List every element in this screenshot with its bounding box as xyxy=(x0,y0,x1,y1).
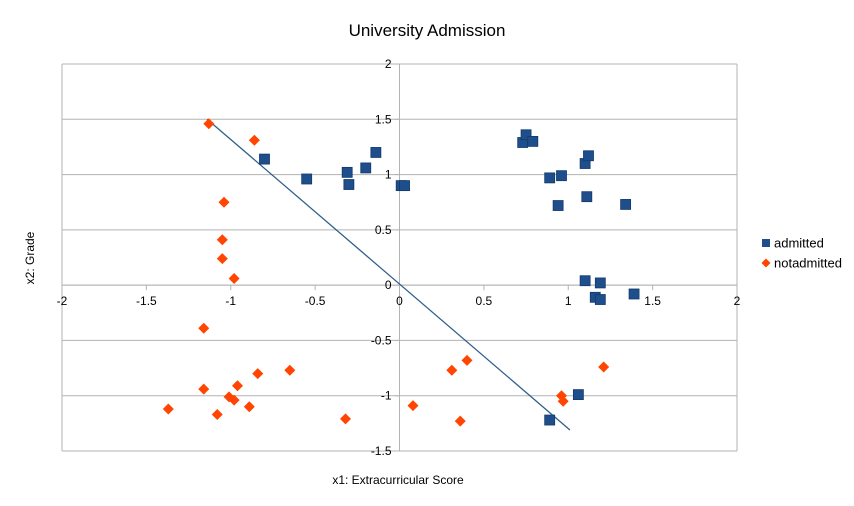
y-tick-label: -0.5 xyxy=(371,333,392,347)
point-notadmitted xyxy=(198,383,210,395)
point-notadmitted xyxy=(243,401,255,413)
point-notadmitted xyxy=(340,413,351,425)
point-admitted xyxy=(583,150,594,162)
legend: admitted notadmitted xyxy=(761,236,842,271)
point-admitted xyxy=(520,129,532,141)
point-notadmitted xyxy=(216,234,228,246)
point-admitted xyxy=(259,153,270,165)
point-notadmitted xyxy=(454,415,466,427)
y-tick-label: 2 xyxy=(385,57,392,71)
point-admitted xyxy=(556,170,567,182)
point-notadmitted xyxy=(162,403,174,415)
point-notadmitted xyxy=(446,364,458,376)
point-admitted xyxy=(544,172,556,184)
point-admitted xyxy=(572,389,584,401)
x-tick-label: 1 xyxy=(565,294,572,308)
point-notadmitted xyxy=(557,395,569,407)
point-admitted xyxy=(579,275,591,287)
point-notadmitted xyxy=(228,273,240,285)
point-admitted xyxy=(370,147,382,158)
legend-marker-notadmitted xyxy=(761,258,771,268)
point-notadmitted xyxy=(284,364,296,376)
point-admitted xyxy=(341,166,353,178)
legend-label-admitted: admitted xyxy=(774,236,824,251)
point-notadmitted xyxy=(198,322,210,334)
x-tick-label: 2 xyxy=(734,294,741,308)
y-tick-label: 0.5 xyxy=(375,223,392,237)
y-tick-label: 0 xyxy=(385,278,392,292)
point-admitted xyxy=(581,191,593,203)
point-admitted xyxy=(594,277,606,289)
y-axis-label: x2: Grade xyxy=(23,231,37,284)
point-admitted xyxy=(301,173,313,185)
decision-boundary xyxy=(206,118,571,431)
point-notadmitted xyxy=(598,361,610,373)
point-admitted xyxy=(594,294,606,305)
x-tick-label: 0 xyxy=(396,294,403,308)
point-admitted xyxy=(527,135,539,147)
point-admitted xyxy=(620,199,632,210)
decision-line xyxy=(206,118,571,431)
x-tick-label: -1 xyxy=(225,294,236,308)
point-admitted xyxy=(360,162,372,174)
point-notadmitted xyxy=(211,409,223,421)
x-axis-label: x1: Extracurricular Score xyxy=(332,473,464,487)
point-admitted xyxy=(399,180,410,192)
point-notadmitted xyxy=(218,196,230,208)
legend-marker-admitted xyxy=(762,239,770,247)
y-tick-label: -1.5 xyxy=(371,444,392,458)
point-notadmitted xyxy=(216,253,228,265)
x-tick-label: -1.5 xyxy=(136,294,157,308)
point-notadmitted xyxy=(203,118,215,130)
x-tick-label: 0.5 xyxy=(476,294,493,308)
point-admitted xyxy=(628,288,640,300)
chart-title: University Admission xyxy=(349,21,506,40)
x-tick-label: -0.5 xyxy=(305,294,326,308)
x-tick-label: -2 xyxy=(57,294,68,308)
y-tick-label: 1.5 xyxy=(375,112,392,126)
point-admitted xyxy=(552,200,564,211)
y-tick-label: 1 xyxy=(385,168,392,182)
point-admitted xyxy=(343,179,355,190)
point-admitted xyxy=(544,414,556,426)
y-tick-label: -1 xyxy=(381,389,392,403)
point-notadmitted xyxy=(248,134,260,146)
point-notadmitted xyxy=(461,354,473,366)
axes xyxy=(61,63,738,452)
point-notadmitted xyxy=(228,394,240,406)
x-tick-label: 1.5 xyxy=(644,294,661,308)
legend-label-notadmitted: notadmitted xyxy=(774,256,842,271)
point-notadmitted xyxy=(407,400,419,412)
data-points xyxy=(162,118,640,427)
point-notadmitted xyxy=(232,380,243,392)
tick-labels: 2 1.5 1 0.5 0 -0.5 -1 -1.5 -2 -1.5 -1 -0.5 0 0.5 1 1.5 2 xyxy=(57,57,741,458)
point-notadmitted xyxy=(252,368,264,380)
